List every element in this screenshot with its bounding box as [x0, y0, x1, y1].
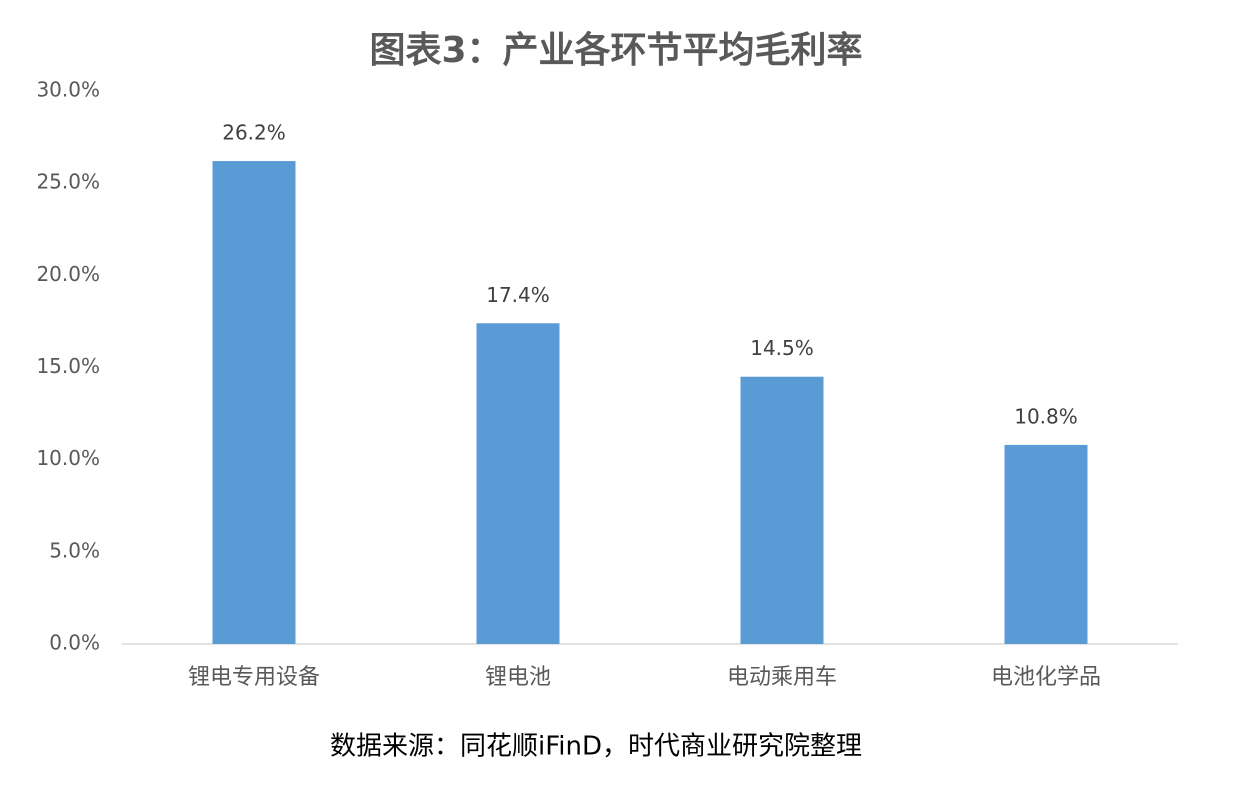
x-tick-label: 电池化学品	[991, 665, 1101, 690]
y-tick-label: 15.0%	[36, 354, 100, 378]
bar	[740, 376, 824, 644]
value-label: 10.8%	[1014, 404, 1078, 428]
value-label: 26.2%	[222, 121, 286, 145]
x-tick-label: 锂电池	[485, 665, 551, 690]
bar	[476, 323, 560, 644]
y-tick-label: 5.0%	[49, 538, 100, 562]
y-tick-label: 0.0%	[49, 631, 100, 655]
y-tick-label: 20.0%	[36, 262, 100, 286]
bar	[1004, 444, 1088, 644]
value-label: 17.4%	[486, 283, 550, 307]
y-tick-label: 25.0%	[36, 170, 100, 194]
bar	[212, 161, 296, 644]
source-note: 数据来源：同花顺iFinD，时代商业研究院整理	[330, 732, 862, 762]
chart-title: 图表3：产业各环节平均毛利率	[369, 30, 862, 71]
y-tick-label: 10.0%	[36, 446, 100, 470]
y-tick-label: 30.0%	[36, 78, 100, 102]
x-tick-label: 锂电专用设备	[188, 665, 320, 690]
x-tick-label: 电动乘用车	[727, 665, 837, 690]
value-label: 14.5%	[750, 336, 814, 360]
